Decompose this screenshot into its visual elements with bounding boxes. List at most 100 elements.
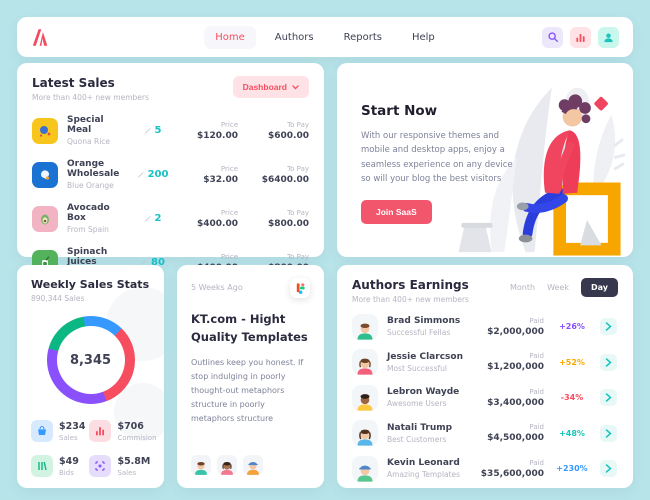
start-now-title: Start Now <box>361 103 438 119</box>
author-name: Brad Simmons <box>387 316 461 326</box>
chevron-right-icon <box>605 464 612 473</box>
product-thumb-avocado-box <box>32 205 58 232</box>
chevron-right-icon <box>605 428 612 438</box>
quantity: 80 <box>131 257 173 268</box>
user-icon <box>604 32 613 42</box>
pencil-icon <box>140 259 147 266</box>
post-title: KT.com - Hight Quality Templates <box>191 312 308 344</box>
paid-label: Paid <box>529 423 544 431</box>
avatar[interactable] <box>191 455 211 475</box>
nav-item-home[interactable]: Home <box>204 25 256 49</box>
percent-change: +26% <box>559 322 585 331</box>
tab-day[interactable]: Day <box>580 278 618 297</box>
stats-button[interactable] <box>570 26 591 48</box>
authors-earnings-card: Authors Earnings More than 400+ new memb… <box>337 265 633 488</box>
avatar <box>352 313 378 340</box>
chevron-right-icon <box>605 393 612 402</box>
sales-row[interactable]: Special Meal Quona Rice 5 Price $120.00 … <box>32 115 309 146</box>
product-subtitle: Quona Rice <box>67 137 111 146</box>
product-subtitle: Blue Orange <box>67 181 114 190</box>
paid-amount: $2,000,000 <box>487 326 544 337</box>
paid-label: Paid <box>529 352 544 360</box>
pencil-icon <box>144 127 151 134</box>
navbar-actions <box>542 26 619 48</box>
latest-sales-subtitle: More than 400+ new members <box>32 93 149 102</box>
quantity: 2 <box>131 213 173 224</box>
chevron-down-icon <box>292 84 299 90</box>
profile-button[interactable] <box>598 26 619 48</box>
author-name: Kevin Leonard <box>387 458 460 468</box>
join-saas-button[interactable]: Join SaaS <box>361 199 432 224</box>
stat-sales: $234 Sales <box>31 420 85 442</box>
latest-sales-title: Latest Sales <box>32 76 115 90</box>
stat-sales-total: $5.8M Sales <box>89 455 156 477</box>
weekly-stats-card: Weekly Sales Stats 890,344 Sales 8,345 $… <box>17 265 164 488</box>
price-label: Price <box>220 164 238 173</box>
to-pay-label: To Pay <box>287 208 309 217</box>
decor-bubble <box>114 383 164 441</box>
bars-icon <box>96 427 105 436</box>
illustration-person <box>458 87 626 256</box>
search-icon <box>547 32 558 42</box>
price-value: $32.00 <box>203 174 238 185</box>
author-row[interactable]: Brad Simmons Successful Fellas Paid $2,0… <box>352 313 618 340</box>
author-row[interactable]: Natali Trump Best Customers Paid $4,500,… <box>352 420 618 446</box>
open-author-button[interactable] <box>600 389 617 406</box>
pencil-icon <box>144 215 151 222</box>
to-pay-label: To Pay <box>287 120 309 129</box>
author-row[interactable]: Jessie Clarcson Most Successful Paid $1,… <box>352 349 618 375</box>
author-row[interactable]: Kevin Leonard Amazing Templates Paid $35… <box>352 455 618 482</box>
pencil-icon <box>137 171 144 178</box>
author-row[interactable]: Lebron Wayde Awesome Users Paid $3,400,0… <box>352 384 618 411</box>
nav-item-reports[interactable]: Reports <box>343 31 382 43</box>
figma-icon <box>296 282 305 294</box>
avatar[interactable] <box>243 455 263 475</box>
start-now-card: Start Now With our responsive themes and… <box>337 63 633 257</box>
nav-item-help[interactable]: Help <box>411 31 435 43</box>
author-subtitle: Amazing Templates <box>387 470 461 479</box>
stat-bids: $49 Bids <box>31 455 85 477</box>
nav-item-authors[interactable]: Authors <box>274 31 314 43</box>
author-name: Natali Trump <box>387 422 453 433</box>
paid-amount: $1,200,000 <box>487 362 544 372</box>
author-subtitle: Most Successful <box>387 363 447 373</box>
to-pay-value: $800.00 <box>268 218 309 229</box>
app-tile[interactable] <box>290 278 310 298</box>
product-thumb-orange-wholesale <box>32 161 58 188</box>
tab-month[interactable]: Month <box>509 283 536 292</box>
period-tabs: Month Week Day <box>510 278 618 297</box>
avatar <box>352 455 378 482</box>
app-logo[interactable] <box>31 28 53 47</box>
percent-change: +230% <box>556 464 588 473</box>
to-pay-value: $6400.00 <box>261 174 309 185</box>
price-label: Price <box>220 252 238 261</box>
open-author-button[interactable] <box>600 318 617 335</box>
to-pay-label: To Pay <box>287 164 309 173</box>
to-pay-value: $600.00 <box>268 130 309 141</box>
open-author-button[interactable] <box>600 460 617 477</box>
price-label: Price <box>220 208 238 217</box>
author-subtitle: Successful Fellas <box>387 328 451 337</box>
paid-label: Paid <box>529 316 544 325</box>
dashboard-dropdown[interactable]: Dashboard <box>232 76 309 98</box>
quantity: 5 <box>131 125 173 136</box>
percent-change: -34% <box>560 393 584 402</box>
post-card: 5 Weeks Ago KT.com - Hight Quality Templ… <box>177 265 324 488</box>
percent-change: +48% <box>559 428 585 438</box>
scan-icon <box>95 461 106 471</box>
open-author-button[interactable] <box>600 424 617 442</box>
search-button[interactable] <box>542 26 563 48</box>
chevron-right-icon <box>605 357 612 367</box>
product-name: Orange Wholesale <box>67 159 120 179</box>
main-nav: Home Authors Reports Help <box>204 25 446 49</box>
tab-week[interactable]: Week <box>547 283 569 292</box>
avatar[interactable] <box>217 455 237 475</box>
post-timestamp: 5 Weeks Ago <box>191 283 243 292</box>
sales-row[interactable]: Avocado Box From Spain 2 Price $400.00 T… <box>32 203 309 234</box>
product-subtitle: From Spain <box>67 225 109 234</box>
percent-change: +52% <box>559 357 585 367</box>
sales-row[interactable]: Orange Wholesale Blue Orange 200 Price $… <box>32 159 309 190</box>
open-author-button[interactable] <box>600 353 617 371</box>
avatar <box>352 384 378 411</box>
weekly-stats-subtitle: 890,344 Sales <box>31 294 85 303</box>
